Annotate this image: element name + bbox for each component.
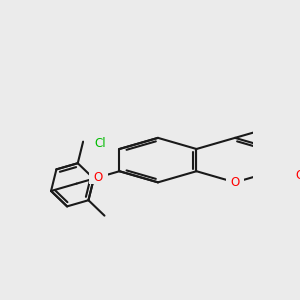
Text: Cl: Cl (94, 137, 106, 150)
FancyBboxPatch shape (88, 170, 107, 184)
FancyBboxPatch shape (84, 136, 117, 150)
Text: O: O (296, 169, 300, 182)
Text: O: O (230, 176, 240, 189)
FancyBboxPatch shape (226, 176, 244, 189)
Text: O: O (93, 171, 103, 184)
FancyBboxPatch shape (291, 169, 300, 183)
